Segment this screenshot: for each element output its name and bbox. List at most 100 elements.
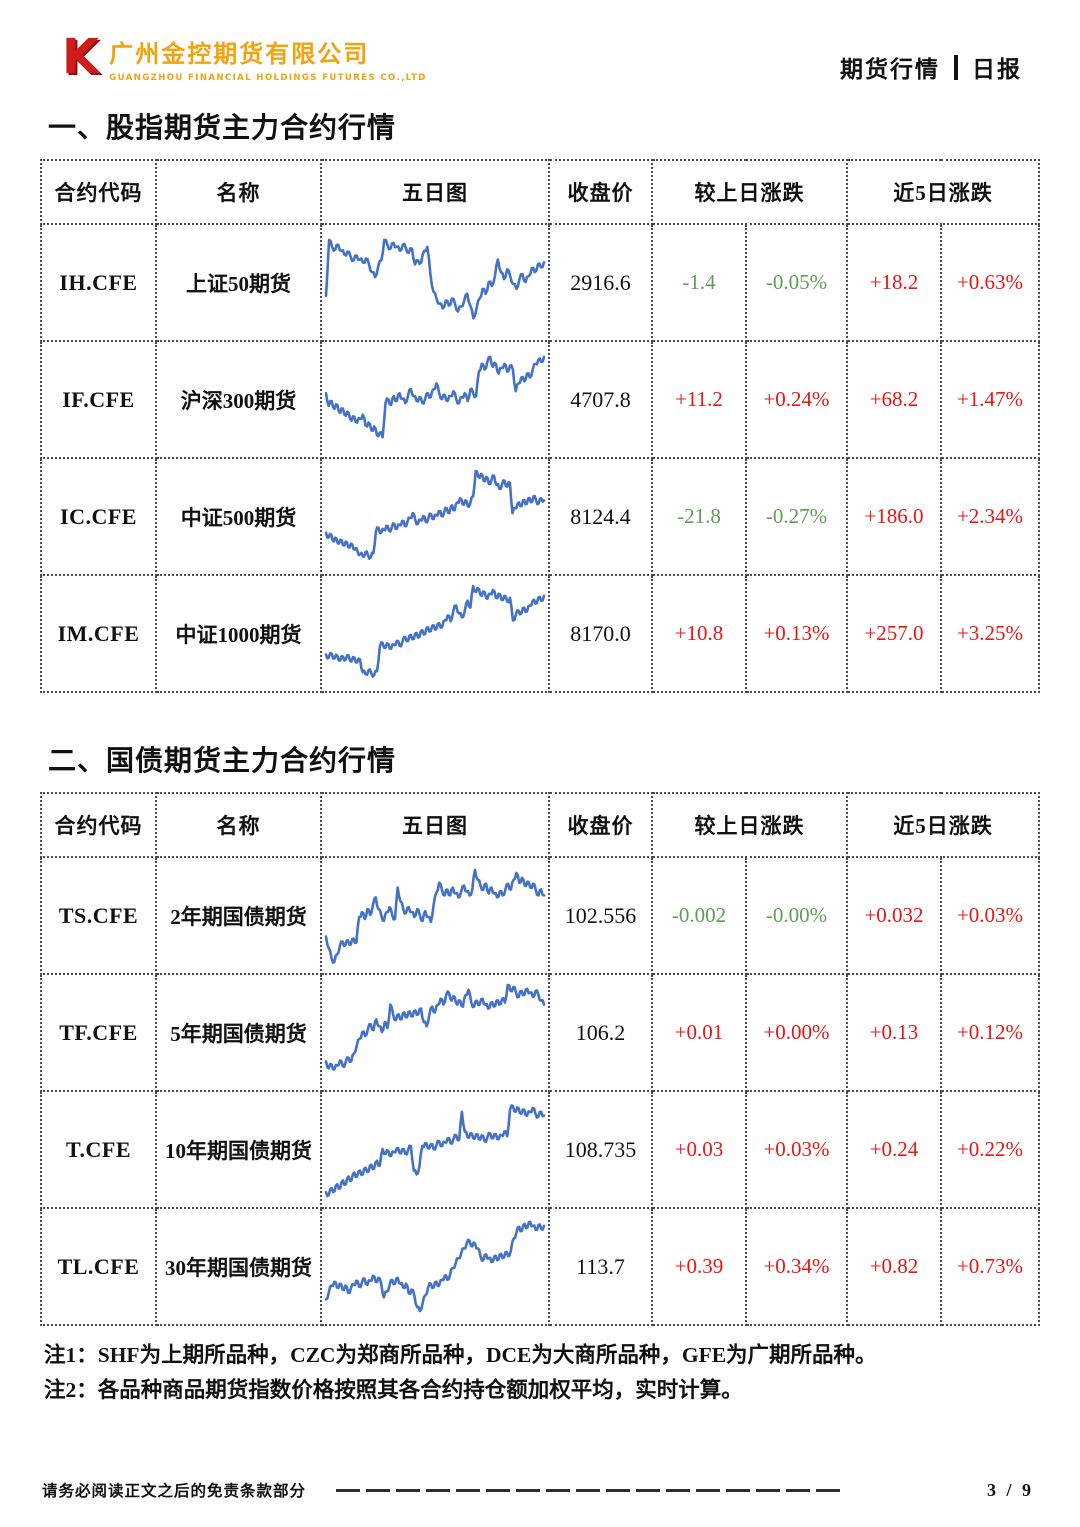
contract-name: 中证1000期货 (155, 574, 322, 693)
close-price: 2916.6 (548, 223, 653, 342)
close-price: 8124.4 (548, 457, 653, 576)
five-day-change: +68.2 (846, 340, 942, 459)
contract-name: 5年期国债期货 (155, 973, 322, 1092)
close-price: 108.735 (548, 1090, 653, 1209)
table-row: IM.CFE 中证1000期货 8170.0 +10.8 +0.13% +257… (40, 574, 1040, 693)
day-change-pct: +0.00% (745, 973, 848, 1092)
sparkline-chart (323, 227, 547, 339)
masthead: 期货行情 日报 (840, 50, 1022, 84)
five-day-change-pct: +1.47% (940, 340, 1040, 459)
footnote-1: 注1：SHF为上期所品种，CZC为郑商所品种，DCE为大商所品种，GFE为广期所… (44, 1343, 877, 1367)
day-change-pct: +0.03% (745, 1090, 848, 1209)
contract-name: 沪深300期货 (155, 340, 322, 459)
section-title-index-futures: 一、股指期货主力合约行情 (48, 113, 397, 144)
table-row: IF.CFE 沪深300期货 4707.8 +11.2 +0.24% +68.2… (40, 340, 1040, 459)
five-day-chart-cell (320, 1090, 550, 1209)
day-change-pct: -0.05% (745, 223, 848, 342)
close-price: 106.2 (548, 973, 653, 1092)
footnote-2: 注2：各品种商品期货指数价格按照其各合约持仓额加权平均，实时计算。 (44, 1378, 743, 1402)
five-day-change: +257.0 (846, 574, 942, 693)
table-header-row: 合约代码 名称 五日图 收盘价 较上日涨跌 近5日涨跌 (40, 792, 1040, 858)
five-day-change: +0.24 (846, 1090, 942, 1209)
table-row: TL.CFE 30年期国债期货 113.7 +0.39 +0.34% +0.82… (40, 1207, 1040, 1326)
disclaimer-text: 请务必阅读正文之后的免责条款部分 (42, 1483, 307, 1500)
contract-code: TL.CFE (40, 1207, 157, 1326)
contract-code: IM.CFE (40, 574, 157, 693)
five-day-change: +0.13 (846, 973, 942, 1092)
col-header-close: 收盘价 (548, 792, 653, 858)
divider-bar (954, 54, 958, 80)
close-price: 8170.0 (548, 574, 653, 693)
sparkline-chart (323, 578, 547, 690)
day-change: -1.4 (651, 223, 747, 342)
col-header-day-change: 较上日涨跌 (651, 159, 848, 225)
close-price: 102.556 (548, 856, 653, 975)
sparkline-chart (323, 344, 547, 456)
five-day-chart-cell (320, 223, 550, 342)
five-day-chart-cell (320, 340, 550, 459)
company-name-cn: 广州金控期货有限公司 (109, 40, 370, 68)
sparkline-chart (323, 860, 547, 972)
page-header: K 广州金控期货有限公司 GUANGZHOU FINANCIAL HOLDING… (0, 0, 1080, 84)
day-change-pct: +0.24% (745, 340, 848, 459)
sparkline-chart (323, 1094, 547, 1206)
contract-code: IF.CFE (40, 340, 157, 459)
col-header-close: 收盘价 (548, 159, 653, 225)
bond-futures-table: 合约代码 名称 五日图 收盘价 较上日涨跌 近5日涨跌 TS.CFE 2年期国债… (40, 792, 1040, 1326)
day-change-pct: +0.13% (745, 574, 848, 693)
five-day-change: +186.0 (846, 457, 942, 576)
logo-text: 广州金控期货有限公司 GUANGZHOU FINANCIAL HOLDINGS … (109, 34, 427, 83)
sparkline-chart (323, 977, 547, 1089)
company-logo: K 广州金控期货有限公司 GUANGZHOU FINANCIAL HOLDING… (62, 33, 427, 83)
table-row: T.CFE 10年期国债期货 108.735 +0.03 +0.03% +0.2… (40, 1090, 1040, 1209)
five-day-chart-cell (320, 574, 550, 693)
contract-name: 30年期国债期货 (155, 1207, 322, 1326)
contract-name: 中证500期货 (155, 457, 322, 576)
day-change: +10.8 (651, 574, 747, 693)
day-change: +0.03 (651, 1090, 747, 1209)
close-price: 113.7 (548, 1207, 653, 1326)
day-change: -21.8 (651, 457, 747, 576)
contract-name: 2年期国债期货 (155, 856, 322, 975)
contract-name: 上证50期货 (155, 223, 322, 342)
close-price: 4707.8 (548, 340, 653, 459)
table-row: IC.CFE 中证500期货 8124.4 -21.8 -0.27% +186.… (40, 457, 1040, 576)
five-day-change: +18.2 (846, 223, 942, 342)
report-frequency: 日报 (972, 57, 1022, 82)
five-day-change-pct: +0.12% (940, 973, 1040, 1092)
five-day-chart-cell (320, 973, 550, 1092)
five-day-change-pct: +3.25% (940, 574, 1040, 693)
col-header-name: 名称 (155, 792, 322, 858)
five-day-change: +0.032 (846, 856, 942, 975)
day-change: -0.002 (651, 856, 747, 975)
page-number: 3 / 9 (986, 1479, 1034, 1500)
day-change: +0.01 (651, 973, 747, 1092)
contract-name: 10年期国债期货 (155, 1090, 322, 1209)
contract-code: TS.CFE (40, 856, 157, 975)
col-header-chart: 五日图 (320, 792, 550, 858)
table-row: TF.CFE 5年期国债期货 106.2 +0.01 +0.00% +0.13 … (40, 973, 1040, 1092)
sparkline-chart (323, 1211, 547, 1323)
col-header-code: 合约代码 (40, 792, 157, 858)
five-day-chart-cell (320, 1207, 550, 1326)
col-header-chart: 五日图 (320, 159, 550, 225)
day-change: +0.39 (651, 1207, 747, 1326)
five-day-change-pct: +0.22% (940, 1090, 1040, 1209)
section-title-bond-futures: 二、国债期货主力合约行情 (48, 746, 397, 777)
footnotes: 注1：SHF为上期所品种，CZC为郑商所品种，DCE为大商所品种，GFE为广期所… (44, 1338, 1080, 1408)
col-header-code: 合约代码 (40, 159, 157, 225)
footer-rule (336, 1488, 842, 1492)
page-footer: 请务必阅读正文之后的免责条款部分 3 / 9 (42, 1479, 1034, 1501)
five-day-chart-cell (320, 856, 550, 975)
contract-code: IC.CFE (40, 457, 157, 576)
five-day-change-pct: +2.34% (940, 457, 1040, 576)
contract-code: T.CFE (40, 1090, 157, 1209)
index-futures-table: 合约代码 名称 五日图 收盘价 较上日涨跌 近5日涨跌 IH.CFE 上证50期… (40, 159, 1040, 693)
day-change: +11.2 (651, 340, 747, 459)
day-change-pct: -0.00% (745, 856, 848, 975)
day-change-pct: +0.34% (745, 1207, 848, 1326)
report-type: 期货行情 (840, 57, 940, 82)
five-day-change-pct: +0.03% (940, 856, 1040, 975)
col-header-5day-change: 近5日涨跌 (846, 792, 1040, 858)
